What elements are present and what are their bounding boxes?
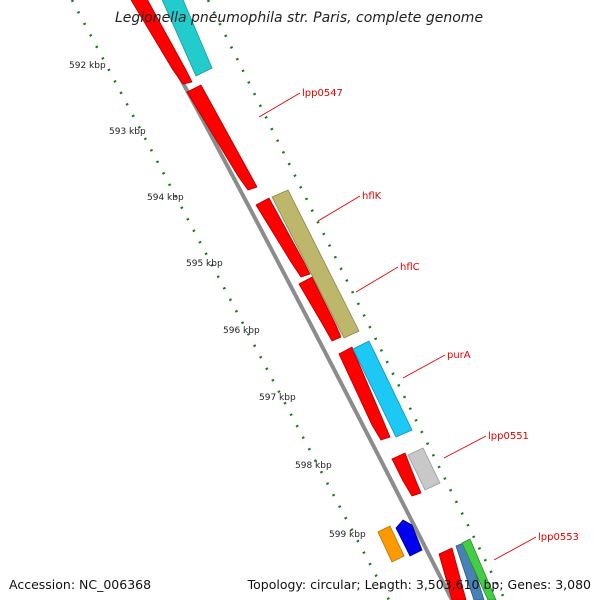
gene-block[interactable]: [338, 346, 391, 441]
ruler-label: 598 kbp: [295, 461, 332, 471]
gene-label-lpp0551: lpp0551: [488, 431, 529, 442]
gene-label-hflc: hflC: [400, 262, 420, 273]
accession-label: Accession: NC_006368: [9, 577, 152, 592]
label-leader: [317, 195, 361, 222]
label-leader: [258, 92, 301, 118]
map-title: Legionella pneumophila str. Paris, compl…: [115, 10, 483, 26]
gene-label-lpp0547: lpp0547: [302, 88, 343, 99]
label-leader: [402, 354, 446, 379]
outer-scale-track: [206, 0, 507, 600]
topology-label: Topology: circular; Length: 3,503,610 bp…: [247, 577, 591, 592]
gene-block[interactable]: [128, 0, 193, 85]
gene-block[interactable]: [391, 452, 422, 497]
gene-block[interactable]: [271, 189, 360, 339]
label-leader: [355, 266, 399, 293]
gene-label-lpp0553: lpp0553: [538, 532, 579, 543]
gene-block[interactable]: [255, 197, 311, 278]
ruler-label: 595 kbp: [186, 259, 223, 269]
gene-label-pura: purA: [447, 350, 471, 361]
label-leader: [443, 435, 487, 459]
genome-backbone: [136, 0, 454, 600]
ruler-label: 593 kbp: [109, 127, 146, 137]
ruler-label: 599 kbp: [329, 530, 366, 540]
gene-block[interactable]: [298, 276, 342, 342]
gene-block[interactable]: [352, 340, 413, 438]
gene-block[interactable]: [395, 519, 423, 557]
ruler-label: 597 kbp: [259, 393, 296, 403]
gene-block[interactable]: [438, 547, 467, 600]
gene-label-hflk: hflK: [362, 191, 382, 202]
ruler-label: 596 kbp: [223, 326, 260, 336]
label-leader: [493, 536, 537, 561]
gene-block[interactable]: [407, 447, 441, 491]
ruler-label: 592 kbp: [69, 61, 106, 71]
gene-block[interactable]: [377, 525, 405, 563]
inner-scale-track: [70, 0, 391, 600]
gene-block[interactable]: [461, 538, 497, 600]
gene-block[interactable]: [186, 84, 258, 191]
gene-block[interactable]: [160, 0, 213, 77]
ruler-label: 594 kbp: [147, 193, 184, 203]
